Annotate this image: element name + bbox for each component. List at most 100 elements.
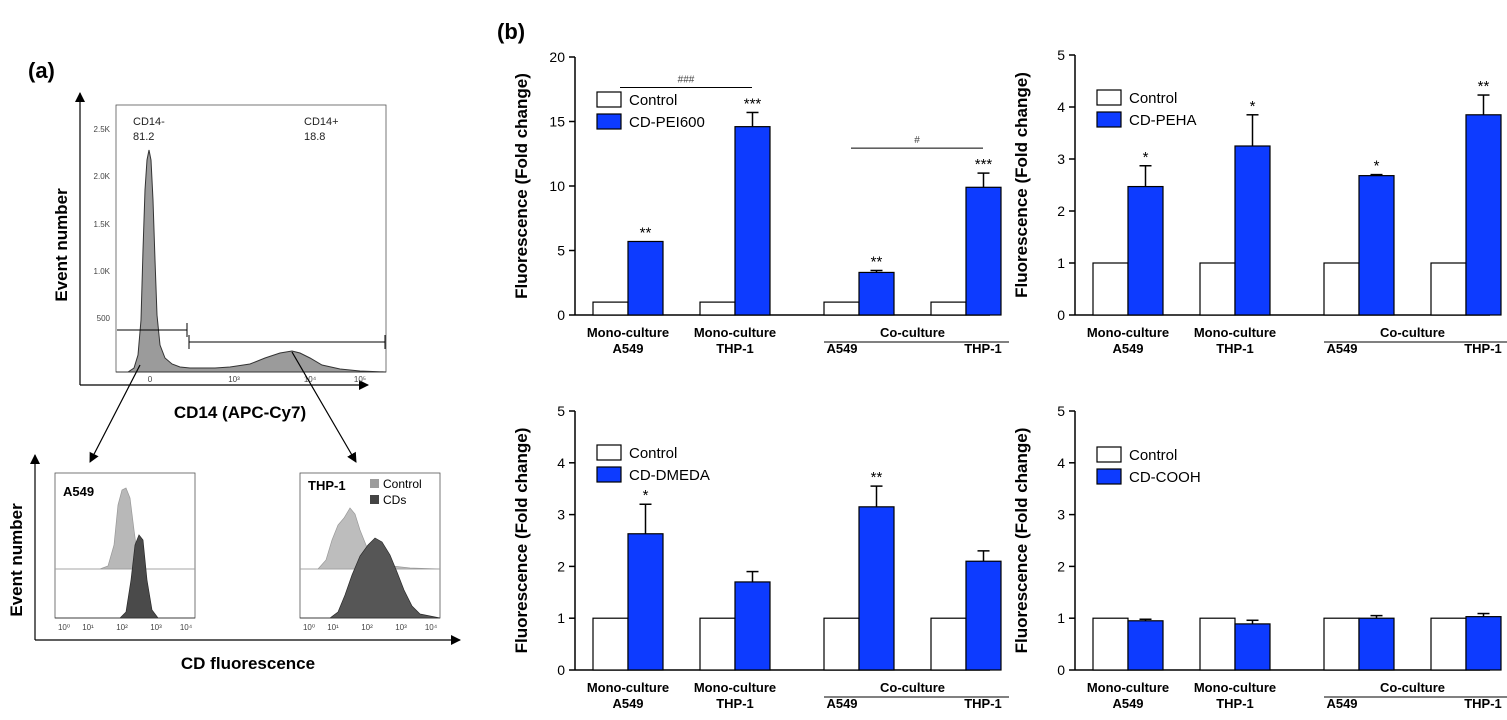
bar-treatment (1465, 616, 1502, 671)
y-axis-title: Fluorescence (Fold change) (512, 428, 531, 654)
legend-control-label: Control (629, 445, 677, 462)
bar-control (1430, 617, 1467, 671)
flow-sub-xtick: 10⁰ (58, 623, 70, 632)
legend-treatment-label: CD-PEHA (1129, 112, 1197, 129)
y-tick-label: 3 (557, 507, 565, 523)
bar-control (1430, 262, 1467, 316)
flow-sub-xtick: 10⁴ (425, 623, 438, 632)
legend-treatment-swatch (596, 113, 622, 130)
y-tick-label: 0 (1057, 307, 1065, 323)
category-label: Co-culture (880, 680, 945, 695)
panel-label-b: (b) (497, 19, 525, 44)
bar-control (592, 301, 629, 316)
bar-chart-4: 0 1 2 3 4 5 Fluorescence (Fold change) Control C… (1012, 403, 1507, 711)
category-label: THP-1 (1216, 341, 1254, 356)
category-label: Mono-culture (1087, 680, 1169, 695)
flow-sub-xtick: 10² (361, 623, 373, 632)
significance-label: *** (975, 156, 993, 173)
legend-cds-label: CDs (383, 493, 406, 507)
y-tick-label: 4 (557, 455, 565, 471)
flow-sub-xtick: 10³ (150, 623, 162, 632)
legend-control-swatch (596, 91, 622, 108)
flow-a549-title: A549 (63, 484, 94, 499)
bar-treatment (734, 581, 771, 671)
bar-treatment (965, 560, 1002, 671)
y-tick-label: 4 (1057, 99, 1065, 115)
gate-left-name: CD14- (133, 116, 165, 128)
flow-thp1-cds (300, 537, 441, 619)
y-tick-label: 2 (1057, 203, 1065, 219)
category-label: Mono-culture (1087, 325, 1169, 340)
bar-treatment (1358, 175, 1395, 316)
flow-sub-xtick: 10⁰ (303, 623, 315, 632)
category-label: THP-1 (716, 696, 754, 711)
bar-control (699, 617, 736, 671)
y-axis-title: Fluorescence (Fold change) (1012, 72, 1031, 298)
legend-treatment-label: CD-PEI600 (629, 114, 705, 131)
significance-label: ** (871, 469, 883, 486)
category-label: Mono-culture (1194, 680, 1276, 695)
bracket-label: # (914, 135, 920, 146)
arrow-to-a549 (89, 364, 141, 463)
category-label: THP-1 (716, 341, 754, 356)
bar-treatment (1234, 623, 1271, 671)
category-label: A549 (612, 341, 643, 356)
flow-main-x-title: CD14 (APC-Cy7) (174, 403, 306, 422)
flow-sub: Event number CD fluorescence A549 10⁰ 10… (7, 454, 461, 673)
category-label: A549 (1326, 696, 1357, 711)
bar-control (1092, 262, 1129, 316)
y-tick-label: 0 (557, 307, 565, 323)
category-label: Co-culture (1380, 680, 1445, 695)
y-tick-label: 1 (557, 610, 565, 626)
y-tick-label: 4 (1057, 455, 1065, 471)
category-label: A549 (826, 696, 857, 711)
legend-control-label: Control (1129, 90, 1177, 107)
legend-control-label: Control (383, 477, 422, 491)
legend-treatment-label: CD-DMEDA (629, 467, 710, 484)
y-tick-label: 3 (1057, 151, 1065, 167)
flow-sub-xtick: 10³ (395, 623, 407, 632)
bar-control (592, 617, 629, 671)
category-label: Co-culture (880, 325, 945, 340)
bar-treatment (1465, 114, 1502, 316)
flow-thp1-title: THP-1 (308, 478, 346, 493)
y-axis-title: Fluorescence (Fold change) (1012, 428, 1031, 654)
category-label: THP-1 (964, 696, 1002, 711)
category-label: A549 (1326, 341, 1357, 356)
flow-thp1-control (300, 507, 441, 570)
panel-label-a: (a) (28, 58, 55, 83)
significance-label: *** (744, 95, 762, 112)
category-label: A549 (1112, 696, 1143, 711)
flow-main-ytick: 500 (97, 314, 111, 323)
bar-treatment (858, 506, 895, 671)
significance-label: * (1143, 149, 1149, 166)
bar-treatment (1127, 620, 1164, 671)
bar-control (1323, 617, 1360, 671)
legend-treatment-swatch (596, 466, 622, 483)
y-tick-label: 5 (557, 403, 565, 419)
y-tick-label: 1 (1057, 610, 1065, 626)
y-axis-title: Fluorescence (Fold change) (512, 73, 531, 299)
category-label: THP-1 (1464, 696, 1502, 711)
flow-main-ytick: 2.5K (94, 125, 111, 134)
y-tick-label: 5 (1057, 403, 1065, 419)
category-label: A549 (826, 341, 857, 356)
gate-right-value: 18.8 (304, 131, 325, 143)
y-tick-label: 0 (557, 662, 565, 678)
bar-treatment (965, 186, 1002, 316)
bar-treatment (1358, 617, 1395, 671)
significance-label: * (1374, 158, 1380, 175)
bar-control (930, 301, 967, 316)
flow-main-histogram (116, 149, 387, 373)
bar-control (1199, 262, 1236, 316)
bracket-label: ### (678, 74, 695, 85)
gate-right-name: CD14+ (304, 116, 339, 128)
y-tick-label: 2 (1057, 558, 1065, 574)
bar-control (823, 301, 860, 316)
flow-sub-xtick: 10⁴ (180, 623, 193, 632)
legend-treatment-label: CD-COOH (1129, 469, 1201, 486)
category-label: THP-1 (964, 341, 1002, 356)
legend-treatment-swatch (1096, 468, 1122, 485)
